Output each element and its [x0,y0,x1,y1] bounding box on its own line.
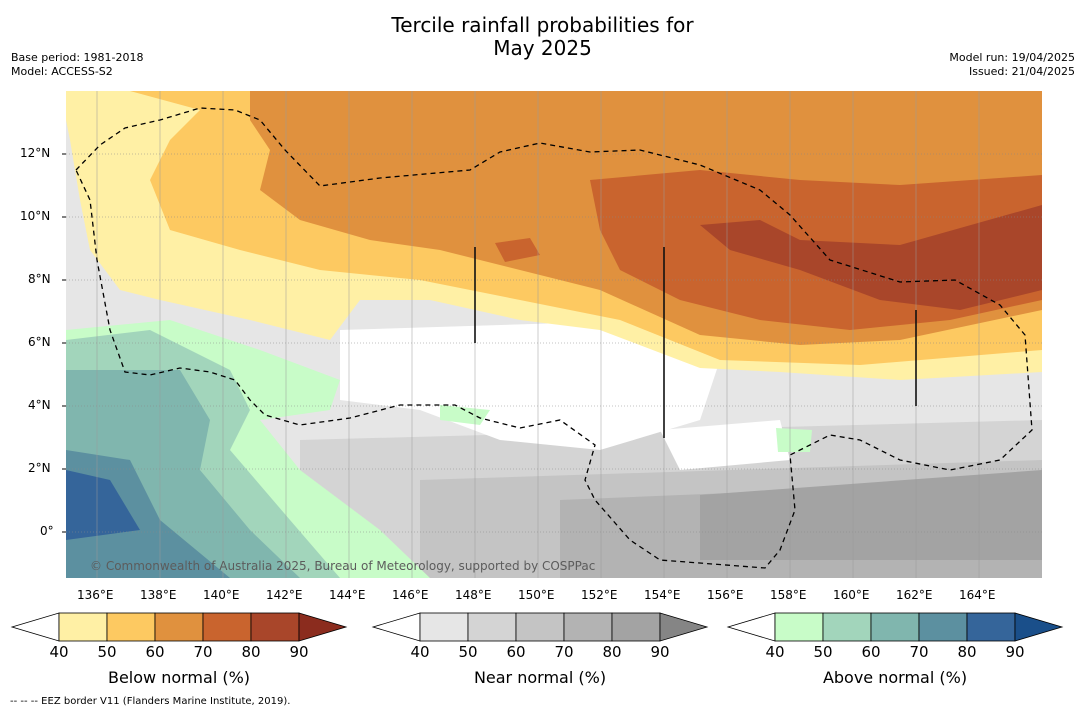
colorbar-tick: 90 [650,643,670,661]
title-line-1: Tercile rainfall probabilities for [391,13,694,37]
lon-label: 138°E [140,588,177,602]
lon-label: 136°E [77,588,114,602]
colorbar-tick: 60 [861,643,881,661]
colorbar-tick: 40 [49,643,69,661]
lon-label: 140°E [203,588,240,602]
lon-label: 156°E [707,588,744,602]
colorbar-label-near: Near normal (%) [473,668,607,687]
base-period-info: Base period: 1981-2018 Model: ACCESS-S2 [11,51,143,79]
lon-label: 154°E [644,588,681,602]
colorbar-tick: 90 [289,643,309,661]
lon-label: 146°E [392,588,429,602]
lon-label: 144°E [329,588,366,602]
issued-date: Issued: 21/04/2025 [968,65,1075,78]
lat-label: 4°N [28,398,51,412]
title-line-2: May 2025 [493,36,592,60]
colorbar-tick: 40 [765,643,785,661]
colorbar-label-above: Above normal (%) [822,668,968,687]
colorbar-above-normal [726,612,1064,642]
colorbar-tick: 80 [602,643,622,661]
colorbar-tick: 50 [97,643,117,661]
probability-field [66,91,1042,578]
colorbar-below-normal [10,612,348,642]
lon-label: 142°E [266,588,303,602]
colorbar-tick: 40 [410,643,430,661]
lat-label: 6°N [28,335,51,349]
graticule [66,153,1042,533]
model-run-date: Model run: 19/04/2025 [949,51,1075,64]
eez-footnote: -- -- -- EEZ border V11 (Flanders Marine… [10,696,291,707]
colorbar-tick: 70 [193,643,213,661]
lat-label: 2°N [28,461,51,475]
colorbar-tick: 60 [506,643,526,661]
lon-label: 148°E [455,588,492,602]
colorbar-tick: 70 [909,643,929,661]
boundary-bars [474,247,917,438]
colorbar-label-below: Below normal (%) [107,668,251,687]
colorbar-tick: 90 [1005,643,1025,661]
model-run-info: Model run: 19/04/2025 Issued: 21/04/2025 [949,51,1075,79]
colorbar-tick: 80 [957,643,977,661]
map-title: Tercile rainfall probabilities for May 2… [0,14,1085,60]
colorbar-near-normal [371,612,709,642]
lon-label: 160°E [833,588,870,602]
model-name: Model: ACCESS-S2 [11,65,113,78]
meridians [96,91,980,578]
base-period: Base period: 1981-2018 [11,51,144,64]
lat-label: 10°N [20,209,51,223]
colorbar-tick: 50 [813,643,833,661]
lon-label: 152°E [581,588,618,602]
colorbar-tick: 50 [458,643,478,661]
lat-label: 12°N [20,146,51,160]
lat-label: 8°N [28,272,51,286]
colorbar-tick: 60 [145,643,165,661]
colorbar-tick: 70 [554,643,574,661]
copyright-notice: © Commonwealth of Australia 2025, Bureau… [90,559,596,573]
axis-ticks [62,153,66,533]
lon-label: 162°E [896,588,933,602]
lon-label: 164°E [959,588,996,602]
lat-label: 0° [40,524,54,538]
lon-label: 158°E [770,588,807,602]
colorbar-tick: 80 [241,643,261,661]
lon-label: 150°E [518,588,555,602]
eez-border [75,107,1033,569]
